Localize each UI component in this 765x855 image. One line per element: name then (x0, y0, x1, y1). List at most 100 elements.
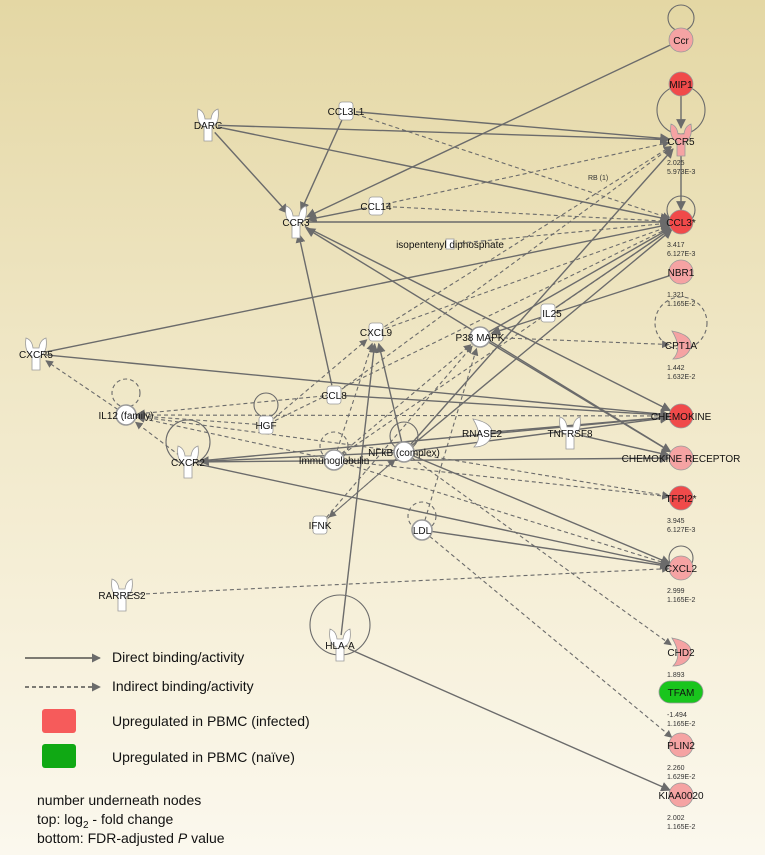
node-label: isopentenyl diphosphate (396, 240, 504, 251)
node-shape-cytokine (368, 196, 384, 216)
node-shape-circle (668, 209, 694, 235)
node-ccr[interactable]: Ccr (668, 27, 694, 53)
node-shape-circle (668, 445, 694, 471)
edge-ig-to-p38 (341, 344, 472, 454)
node-chemr[interactable]: CHEMOKINE RECEPTOR (622, 445, 741, 471)
node-cxcr5[interactable]: CXCR5 (19, 337, 53, 371)
edge-cxcr2-to-chemr (197, 453, 670, 464)
edge-ccr3-to-chemokine (304, 225, 672, 412)
node-cxcl9[interactable]: CXCL9 (360, 322, 393, 342)
node-mip1[interactable]: MIP1 (668, 71, 694, 97)
edge-ifnk-to-p38 (326, 345, 473, 518)
node-shape-cytokine (326, 385, 342, 405)
node-fdr-pvalue: 1.165E-2 (667, 824, 696, 831)
node-rarres2[interactable]: RARRES2 (98, 578, 146, 612)
node-fdr-pvalue: 1.632E-2 (667, 374, 696, 381)
edge-cxcl9-to-ccr5 (384, 145, 672, 328)
edge-cxcr5-to-ccl3 (45, 221, 671, 353)
node-label: IFNK (309, 521, 332, 532)
edge-ldl-to-cxcl2 (431, 530, 671, 570)
edge-cxcr2-to-cxcl2 (197, 463, 671, 569)
node-label: Immunoglobulin (299, 456, 370, 467)
node-cxcl2[interactable]: CXCL2 2.999 1.165E-2 (665, 555, 698, 604)
node-label: Ccr (673, 36, 689, 47)
node-label: TFAM (668, 688, 695, 699)
edge-ipp-to-ccl3 (459, 219, 670, 244)
node-fdr-pvalue: 1.165E-2 (667, 597, 696, 604)
node-ccl3l1[interactable]: CCL3L1 (328, 101, 365, 121)
edge-ig-to-ccl3 (341, 228, 672, 455)
node-il25[interactable]: IL25 (540, 303, 562, 323)
edge-p38-to-cpt1a (489, 336, 670, 349)
node-label: CCR3 (282, 218, 310, 229)
node-ccl8[interactable]: CCL8 (321, 385, 347, 405)
node-chemokine[interactable]: CHEMOKINE (651, 403, 712, 429)
edge-hgf-to-cxcl9 (273, 339, 368, 419)
node-hlaa[interactable]: HLA-A (325, 628, 355, 662)
node-kiaa0020[interactable]: KIAA0020 2.002 1.165E-2 (658, 782, 704, 831)
node-ig[interactable]: Immunoglobulin (299, 449, 370, 471)
edge-ig-to-il12 (136, 415, 325, 459)
edge-nfkb-to-ccr5 (410, 148, 674, 445)
node-label: RARRES2 (98, 591, 146, 602)
node-cxcr2[interactable]: CXCR2 (171, 445, 205, 479)
node-ccr3[interactable]: CCR3 (282, 205, 310, 239)
edge-ldl-to-p38 (424, 347, 479, 521)
node-label: TNFRSF8 (548, 429, 593, 440)
node-nfkb[interactable]: NFkB (complex) (368, 441, 440, 463)
node-ifnk[interactable]: IFNK (309, 515, 332, 535)
node-ccl14[interactable]: CCL14 (360, 196, 392, 216)
edge-annotation: RB (1) (588, 175, 608, 182)
node-ipp[interactable]: isopentenyl diphosphate (396, 238, 504, 251)
node-label: CPT1A (665, 341, 698, 352)
node-fdr-pvalue: 1.629E-2 (667, 774, 696, 781)
node-shape-receptor (285, 205, 307, 239)
edge-il12-to-chemokine (135, 412, 670, 420)
node-label: CXCR5 (19, 350, 53, 361)
edge-ccl3l1-to-ccr3 (300, 119, 343, 212)
node-ldl[interactable]: LDL (411, 519, 433, 541)
node-fold-change: 2.999 (667, 588, 685, 595)
node-label: CXCR2 (171, 458, 205, 469)
node-tnfrsf8[interactable]: TNFRSF8 (548, 416, 593, 450)
node-label: KIAA0020 (658, 791, 703, 802)
note-line-3-prefix: bottom: FDR-adjusted (37, 830, 178, 846)
node-label: CCR5 (667, 137, 695, 148)
node-cpt1a[interactable]: CPT1A 1.442 1.632E-2 (665, 330, 698, 381)
legend-swatch-infected (42, 709, 76, 733)
node-shape-receptor (559, 416, 581, 450)
edge-ccl8-to-ccr3 (295, 232, 333, 386)
node-tfpi2[interactable]: TFPI2* 3.945 6.127E-3 (665, 485, 697, 534)
node-ccr5[interactable]: CCR5 2.025 5.973E-3 (667, 123, 696, 176)
edge-nfkb-to-ccl3 (411, 229, 673, 447)
edge-cxcr5-to-chemokine (45, 354, 671, 419)
note-line-2: top: log2 - fold change (37, 811, 173, 831)
node-tfam[interactable]: TFAM -1.494 1.165E-2 (658, 680, 704, 728)
node-fdr-pvalue: 1.165E-2 (667, 301, 696, 308)
edge-rarres2-to-cxcl2 (131, 565, 670, 596)
node-p38[interactable]: P38 MAPK (456, 326, 505, 348)
node-ccl3[interactable]: CCL3* 3.417 6.127E-3 (666, 209, 696, 258)
node-label: CHEMOKINE (651, 412, 712, 423)
note-line-2-prefix: top: log (37, 811, 83, 827)
edge-il12-to-cxcr5 (45, 360, 119, 410)
node-darc[interactable]: DARC (194, 108, 222, 142)
node-fdr-pvalue: 1.165E-2 (667, 721, 696, 728)
node-rnase2[interactable]: RNASE2 (462, 418, 502, 448)
node-fold-change: 3.417 (667, 242, 685, 249)
node-plin2[interactable]: PLIN2 2.260 1.629E-2 (667, 732, 696, 781)
node-il12[interactable]: IL12 (family) (98, 404, 154, 426)
node-nbr1[interactable]: NBR1 1.321 1.165E-2 (667, 259, 696, 308)
edge-darc-to-ccr3 (214, 131, 289, 214)
node-shape-circle (668, 485, 694, 511)
node-shape-group (115, 404, 137, 426)
node-hgf[interactable]: HGF (255, 415, 277, 435)
note-line-3: bottom: FDR-adjusted P value (37, 830, 225, 846)
node-label: CCL8 (321, 391, 347, 402)
node-shape-receptor (111, 578, 133, 612)
node-shape-receptor (197, 108, 219, 142)
edge-cxcr2-to-il12 (134, 421, 181, 457)
node-shape-enzyme (472, 418, 493, 448)
